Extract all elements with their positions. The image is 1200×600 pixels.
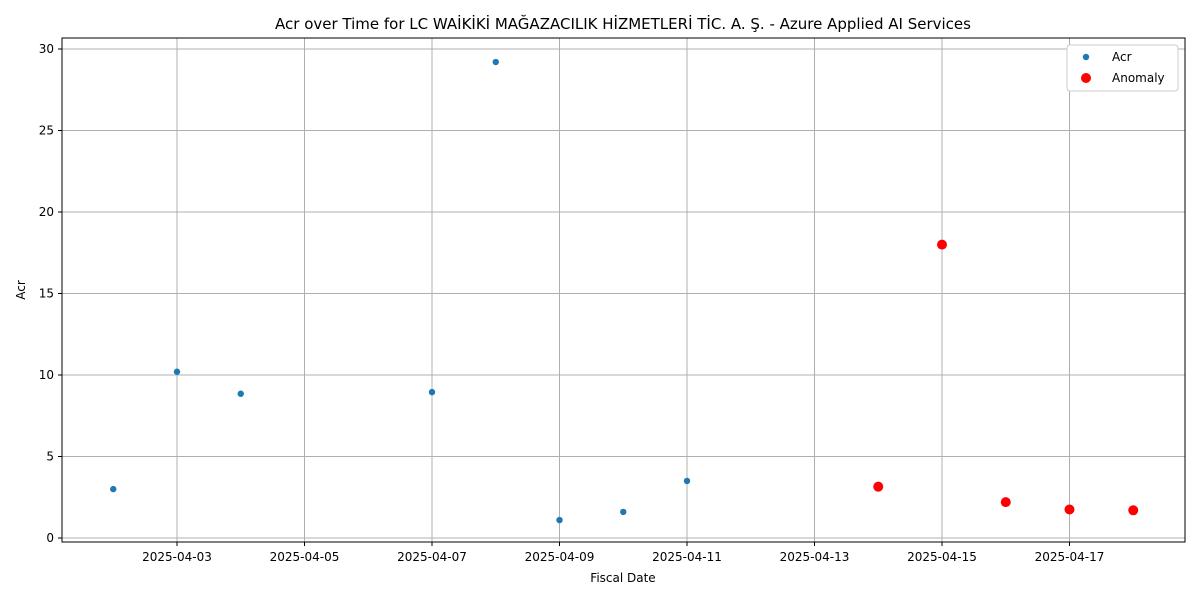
acr-point bbox=[428, 388, 436, 396]
x-tick-label: 2025-04-05 bbox=[270, 550, 340, 564]
y-tick-label: 0 bbox=[46, 531, 54, 545]
anomaly-point bbox=[873, 481, 884, 492]
legend-marker-acr bbox=[1082, 53, 1090, 61]
acr-point bbox=[237, 390, 244, 397]
y-tick-label: 30 bbox=[39, 42, 54, 56]
acr-point bbox=[492, 58, 499, 66]
x-axis-ticks: 2025-04-03 2025-04-05 2025-04-07 2025-04-09… bbox=[142, 542, 1104, 564]
x-tick-label: 2025-04-09 bbox=[525, 550, 595, 564]
x-tick-label: 2025-04-15 bbox=[907, 550, 977, 564]
y-tick-label: 25 bbox=[39, 124, 54, 138]
legend-label-acr: Acr bbox=[1112, 50, 1132, 64]
x-tick-label: 2025-04-07 bbox=[397, 550, 467, 564]
x-tick-label: 2025-04-11 bbox=[652, 550, 722, 564]
y-tick-label: 20 bbox=[39, 205, 54, 219]
legend: Acr Anomaly bbox=[1066, 44, 1179, 92]
plot-frame bbox=[61, 37, 1186, 543]
anomaly-point bbox=[1064, 504, 1075, 515]
y-tick-label: 15 bbox=[39, 287, 54, 301]
x-tick-label: 2025-04-17 bbox=[1035, 550, 1105, 564]
y-tick-label: 10 bbox=[39, 368, 54, 382]
y-axis-label: Acr bbox=[14, 280, 28, 300]
legend-marker-anomaly bbox=[1081, 73, 1091, 83]
grid-layer bbox=[62, 38, 1185, 542]
chart-title: Acr over Time for LC WAİKİKİ MAĞAZACILIK… bbox=[275, 14, 971, 33]
y-tick-label: 5 bbox=[46, 450, 54, 464]
acr-point bbox=[556, 516, 563, 524]
x-tick-label: 2025-04-13 bbox=[780, 550, 850, 564]
x-tick-label: 2025-04-03 bbox=[142, 550, 212, 564]
legend-label-anomaly: Anomaly bbox=[1112, 71, 1165, 85]
anomaly-point bbox=[1000, 497, 1011, 508]
x-axis-label: Fiscal Date bbox=[590, 571, 655, 585]
y-axis-ticks: 0 5 10 15 20 25 30 bbox=[39, 42, 62, 545]
legend-box bbox=[1066, 44, 1179, 92]
acr-point bbox=[173, 368, 181, 375]
data-points bbox=[110, 58, 1139, 524]
acr-point bbox=[620, 508, 627, 516]
anomaly-point bbox=[1128, 505, 1139, 516]
acr-point bbox=[110, 485, 117, 493]
acr-point bbox=[683, 477, 691, 485]
anomaly-point bbox=[937, 239, 947, 250]
